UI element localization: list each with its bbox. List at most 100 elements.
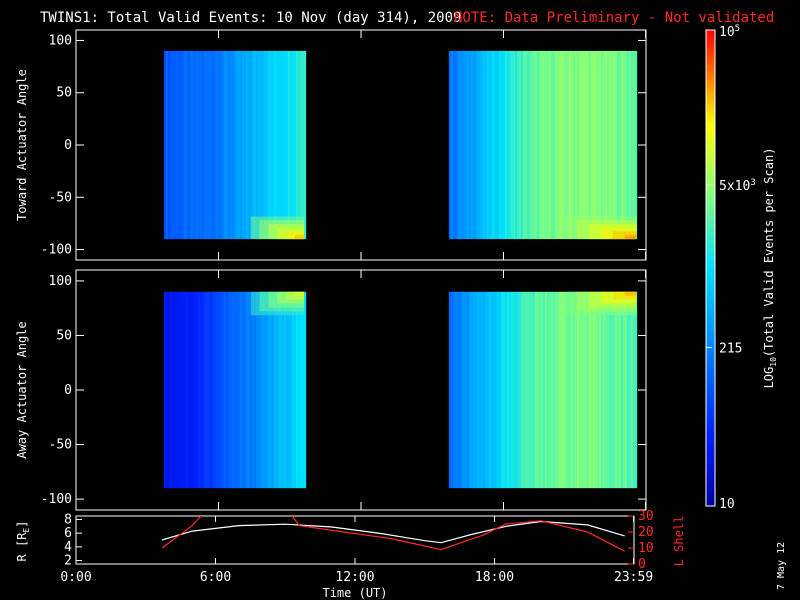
heatmap-strip (558, 50, 562, 240)
heatmap-strip (175, 291, 179, 489)
heatmap-strip (612, 50, 616, 240)
toward-y-ticks: 100 50 0 -50 -100 (41, 33, 646, 258)
heatmap-strip (514, 291, 518, 489)
heatmap-strip (482, 291, 486, 489)
heatmap-strip (468, 50, 472, 240)
y-tick-label: 0 (64, 138, 72, 153)
x-tick-label: 18:00 (475, 570, 514, 585)
heatmap-strip (516, 50, 520, 240)
heatmap-strip (231, 291, 235, 489)
date-stamp: 7 May 12 (776, 542, 787, 590)
heatmap-strip (171, 50, 175, 240)
heatmap-strip (496, 291, 500, 489)
heatmap-strip (277, 50, 281, 240)
heatmap-strip (570, 291, 574, 489)
away-x-ticks (75, 270, 647, 510)
orbit-y-tick-label: 6 (64, 526, 72, 541)
away-heatmap (163, 291, 638, 489)
heatmap-strip (596, 50, 600, 240)
heatmap-strip (466, 50, 470, 240)
heatmap-corner-cell (295, 291, 304, 296)
heatmap-strip (482, 50, 486, 240)
heatmap-strip (504, 50, 508, 240)
heatmap-corner-cell (286, 291, 304, 300)
heatmap-strip (281, 50, 285, 240)
heatmap-strip (526, 50, 530, 240)
heatmap-strip (183, 291, 187, 489)
heatmap-strip (235, 291, 239, 489)
heatmap-strip (267, 291, 271, 489)
heatmap-strip (450, 50, 454, 240)
heatmap-strip (183, 50, 187, 240)
heatmap-strip (189, 50, 193, 240)
heatmap-strip (524, 291, 528, 489)
heatmap-strip (508, 50, 512, 240)
orbit-lines (161, 516, 625, 552)
orbit-y-label-right: L Shell (672, 516, 686, 567)
heatmap-strip (167, 291, 171, 489)
heatmap-strip (506, 291, 510, 489)
heatmap-strip (488, 291, 492, 489)
heatmap-strip (500, 291, 504, 489)
heatmap-strip (622, 50, 626, 240)
chart-title: TWINS1: Total Valid Events: 10 Nov (day … (40, 10, 461, 26)
heatmap-strip (586, 50, 590, 240)
heatmap-strip (295, 50, 299, 240)
heatmap-corner-cell (295, 235, 304, 240)
heatmap-strip (259, 50, 263, 240)
toward-y-label: Toward Actuator Angle (15, 69, 29, 221)
orbit-y-tick-label: 8 (64, 512, 72, 527)
heatmap-strip (179, 291, 183, 489)
colorbar-tick-label: 215 (719, 341, 742, 356)
heatmap-strip (544, 50, 548, 240)
heatmap-strip (598, 291, 602, 489)
heatmap-strip (215, 291, 219, 489)
heatmap-corner-cell (624, 291, 637, 296)
heatmap-strip (508, 291, 512, 489)
heatmap-strip (530, 50, 534, 240)
heatmap-strip (187, 291, 191, 489)
heatmap-strip (259, 291, 263, 489)
heatmap-strip (199, 291, 203, 489)
orbit-y2-tick-label: 20 (638, 525, 654, 540)
heatmap-strip (285, 291, 289, 489)
heatmap-strip (470, 50, 474, 240)
heatmap-strip (606, 50, 610, 240)
heatmap-strip (486, 291, 490, 489)
heatmap-strip (494, 291, 498, 489)
heatmap-strip (624, 291, 628, 489)
heatmap-strip (586, 291, 590, 489)
heatmap-strip (560, 291, 564, 489)
colorbar-tick-label: 5x103 (719, 178, 756, 194)
heatmap-strip (275, 291, 279, 489)
heatmap-strip (614, 291, 618, 489)
heatmap-strip (588, 50, 592, 240)
heatmap-strip (600, 291, 604, 489)
heatmap-strip (269, 291, 273, 489)
heatmap-strip (181, 291, 185, 489)
heatmap-strip (243, 291, 247, 489)
heatmap-strip (263, 291, 267, 489)
heatmap-strip (628, 291, 632, 489)
heatmap-strip (213, 50, 217, 240)
orbit-y2-tick-label: 0 (638, 557, 646, 572)
heatmap-strip (544, 291, 548, 489)
orbit-y-tick-label: 2 (64, 554, 72, 569)
heatmap-strip (460, 291, 464, 489)
heatmap-strip (241, 50, 245, 240)
heatmap-strip (594, 50, 598, 240)
heatmap-strip (221, 291, 225, 489)
heatmap-strip (197, 291, 201, 489)
heatmap-strip (530, 291, 534, 489)
heatmap-strip (634, 50, 638, 240)
heatmap-strip (566, 50, 570, 240)
heatmap-strip (273, 50, 277, 240)
heatmap-strip (225, 291, 229, 489)
heatmap-strip (540, 291, 544, 489)
heatmap-strip (199, 50, 203, 240)
heatmap-strip (486, 50, 490, 240)
heatmap-strip (251, 50, 255, 240)
heatmap-strip (474, 50, 478, 240)
heatmap-strip (532, 50, 536, 240)
heatmap-strip (514, 50, 518, 240)
